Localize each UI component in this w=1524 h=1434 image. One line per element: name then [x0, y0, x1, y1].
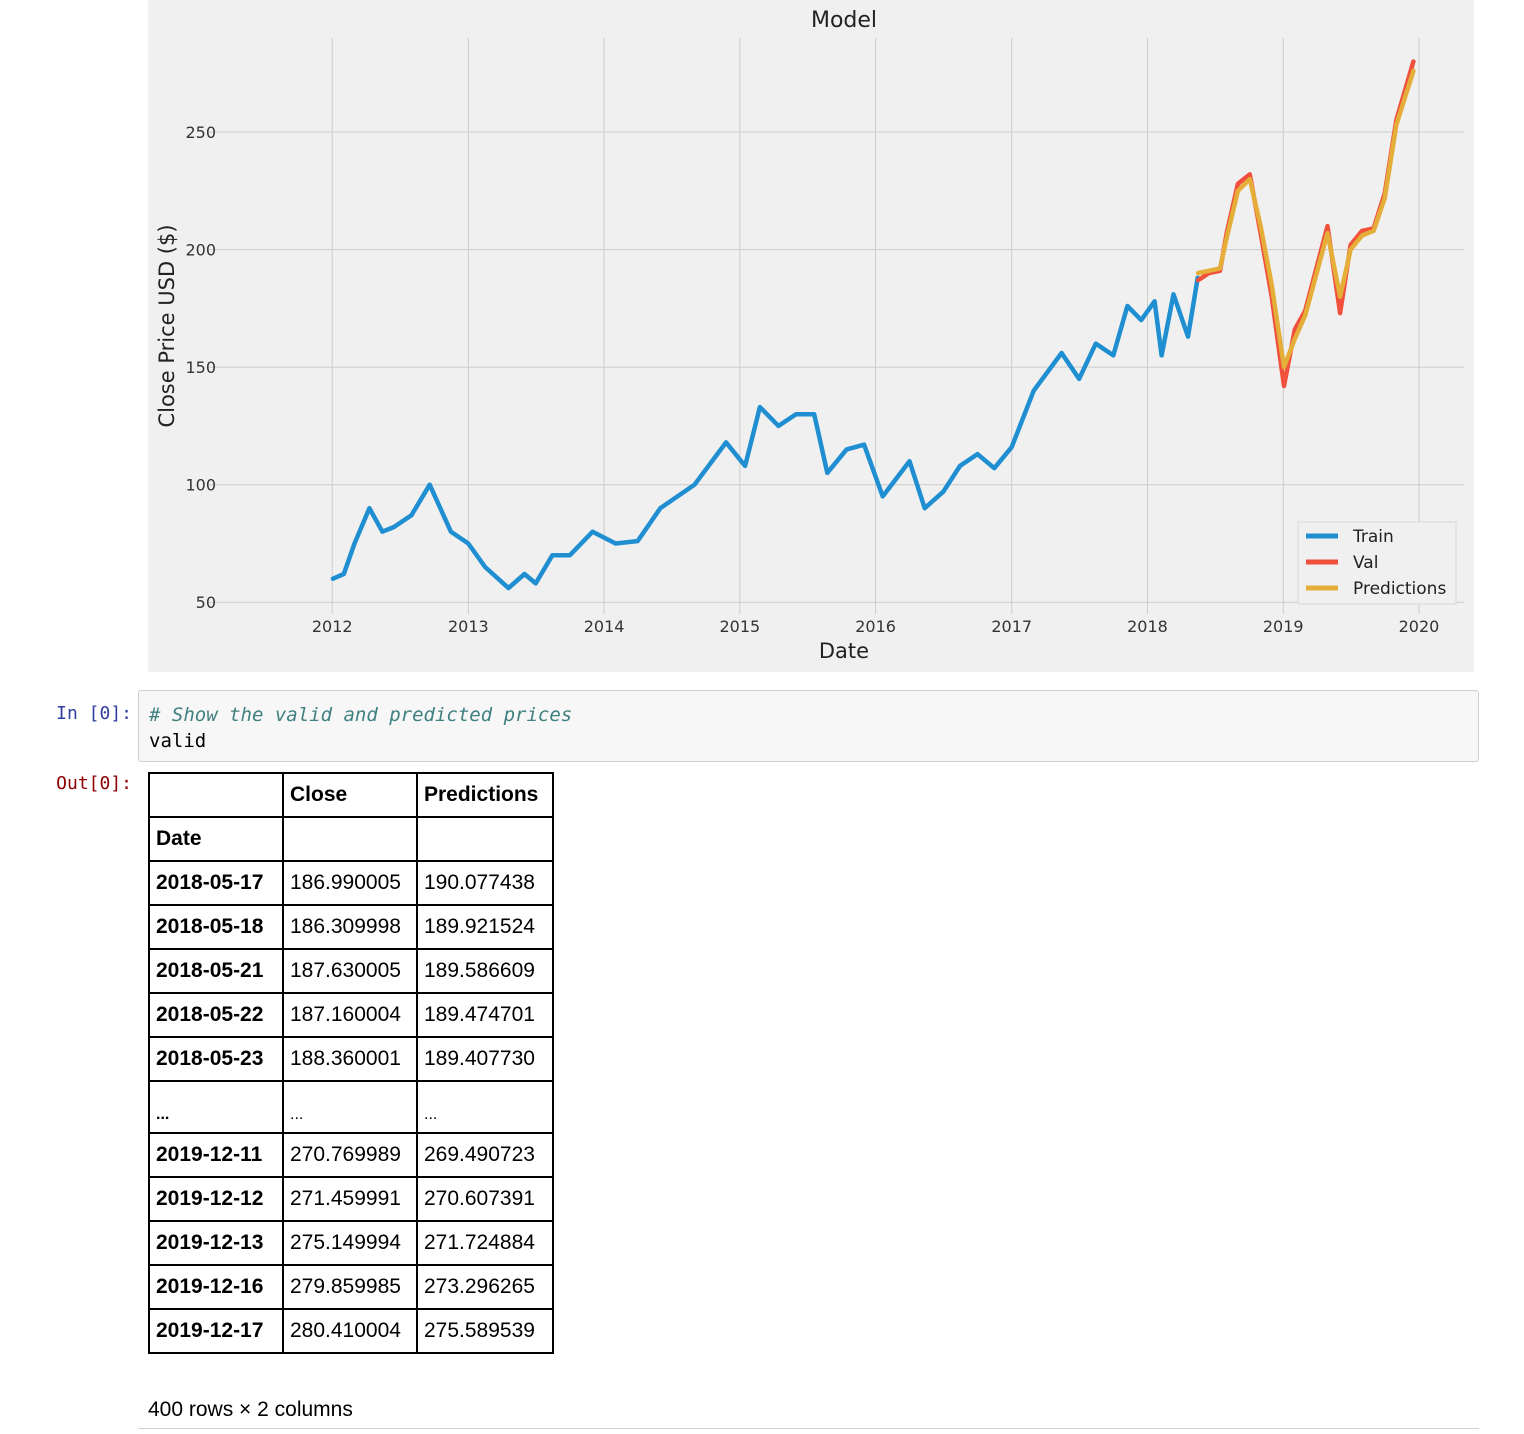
- row-date: 2018-05-23: [148, 1036, 284, 1082]
- chart-title: Model: [811, 8, 877, 33]
- code-line: valid: [149, 730, 207, 752]
- grid-layer: [208, 38, 1464, 614]
- cell-predictions: 189.407730: [416, 1036, 554, 1082]
- legend-label-val: Val: [1353, 553, 1378, 573]
- cell-divider: [138, 1428, 1479, 1429]
- y-tick-label: 200: [185, 241, 216, 260]
- code-cell[interactable]: # Show the valid and predicted prices va…: [138, 690, 1479, 762]
- y-tick-label: 150: [185, 358, 216, 377]
- row-date: 2019-12-17: [148, 1308, 284, 1354]
- cell-close: 279.859985: [282, 1264, 418, 1310]
- y-tick-label: 100: [185, 476, 216, 495]
- series-line-train: [330, 275, 1200, 591]
- ellipsis-close: ...: [282, 1080, 418, 1134]
- table-header-row: Close Predictions: [148, 772, 554, 818]
- cell-close: 271.459991: [282, 1176, 418, 1222]
- series-layer: [330, 59, 1416, 591]
- x-tick-label: 2016: [855, 617, 896, 636]
- table-index-name-row: Date: [148, 816, 554, 862]
- x-tick-label: 2018: [1127, 617, 1168, 636]
- index-name-header: Date: [148, 816, 284, 862]
- input-prompt: In [0]:: [56, 703, 132, 724]
- table-row: 2018-05-21 187.630005 189.586609: [148, 948, 554, 994]
- ellipsis-date: ...: [148, 1080, 284, 1134]
- y-axis-label: Close Price USD ($): [155, 224, 179, 427]
- index-name-blank: [282, 816, 418, 862]
- legend-label-predictions: Predictions: [1353, 579, 1446, 599]
- cell-predictions: 270.607391: [416, 1176, 554, 1222]
- x-tick-label: 2020: [1399, 617, 1440, 636]
- cell-predictions: 189.586609: [416, 948, 554, 994]
- table-ellipsis-row: ... ... ...: [148, 1080, 554, 1134]
- x-tick-label: 2012: [312, 617, 353, 636]
- row-date: 2018-05-18: [148, 904, 284, 950]
- column-header-close: Close: [282, 772, 418, 818]
- table-row: 2018-05-23 188.360001 189.407730: [148, 1036, 554, 1082]
- cell-predictions: 189.921524: [416, 904, 554, 950]
- x-tick-label: 2019: [1263, 617, 1304, 636]
- cell-close: 187.630005: [282, 948, 418, 994]
- table-row: 2019-12-11 270.769989 269.490723: [148, 1132, 554, 1178]
- row-date: 2019-12-13: [148, 1220, 284, 1266]
- cell-predictions: 271.724884: [416, 1220, 554, 1266]
- table-row: 2018-05-18 186.309998 189.921524: [148, 904, 554, 950]
- row-date: 2019-12-12: [148, 1176, 284, 1222]
- tick-layer: 50 100 150 200 250 2012 2013 2014 2015 2016 2017 20…: [185, 123, 1439, 636]
- cell-close: 186.309998: [282, 904, 418, 950]
- y-tick-label: 50: [196, 593, 216, 612]
- row-date: 2019-12-16: [148, 1264, 284, 1310]
- row-date: 2019-12-11: [148, 1132, 284, 1178]
- row-date: 2018-05-17: [148, 860, 284, 906]
- row-date: 2018-05-21: [148, 948, 284, 994]
- cell-predictions: 190.077438: [416, 860, 554, 906]
- table-row: 2019-12-13 275.149994 271.724884: [148, 1220, 554, 1266]
- table-row: 2018-05-22 187.160004 189.474701: [148, 992, 554, 1038]
- output-prompt: Out[0]:: [56, 773, 132, 794]
- x-axis-label: Date: [819, 639, 869, 663]
- table-row: 2019-12-16 279.859985 273.296265: [148, 1264, 554, 1310]
- chart-canvas: 50 100 150 200 250 2012 2013 2014 2015 2016 2017 20…: [155, 8, 1464, 663]
- cell-close: 187.160004: [282, 992, 418, 1038]
- x-tick-label: 2015: [719, 617, 760, 636]
- column-header-predictions: Predictions: [416, 772, 554, 818]
- code-comment: # Show the valid and predicted prices: [149, 704, 573, 726]
- legend-label-train: Train: [1352, 527, 1394, 547]
- index-name-blank: [416, 816, 554, 862]
- y-tick-label: 250: [185, 123, 216, 142]
- x-tick-label: 2013: [448, 617, 489, 636]
- cell-close: 280.410004: [282, 1308, 418, 1354]
- chart-legend: Train Val Predictions: [1297, 521, 1457, 605]
- x-tick-label: 2017: [991, 617, 1032, 636]
- series-line-predictions: [1195, 68, 1416, 370]
- index-header-blank: [148, 772, 284, 818]
- cell-predictions: 189.474701: [416, 992, 554, 1038]
- x-tick-label: 2014: [584, 617, 625, 636]
- table-row: 2019-12-12 271.459991 270.607391: [148, 1176, 554, 1222]
- row-date: 2018-05-22: [148, 992, 284, 1038]
- dataframe-table: Close Predictions Date 2018-05-17 186.99…: [148, 772, 554, 1354]
- dataframe-shape: 400 rows × 2 columns: [148, 1398, 353, 1421]
- cell-close: 186.990005: [282, 860, 418, 906]
- cell-close: 275.149994: [282, 1220, 418, 1266]
- cell-close: 188.360001: [282, 1036, 418, 1082]
- table-row: 2018-05-17 186.990005 190.077438: [148, 860, 554, 906]
- table-row: 2019-12-17 280.410004 275.589539: [148, 1308, 554, 1354]
- cell-predictions: 275.589539: [416, 1308, 554, 1354]
- cell-predictions: 269.490723: [416, 1132, 554, 1178]
- ellipsis-predictions: ...: [416, 1080, 554, 1134]
- cell-predictions: 273.296265: [416, 1264, 554, 1310]
- cell-close: 270.769989: [282, 1132, 418, 1178]
- model-chart: 50 100 150 200 250 2012 2013 2014 2015 2016 2017 20…: [148, 0, 1474, 672]
